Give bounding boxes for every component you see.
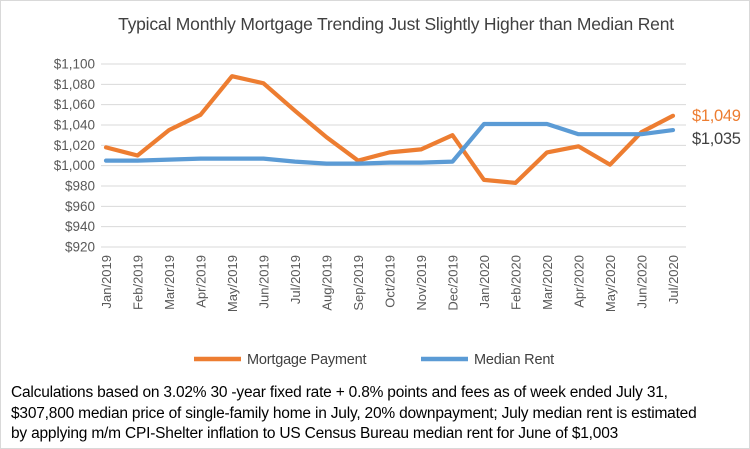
footnote-line-2: $307,800 median price of single-family h… bbox=[11, 404, 697, 422]
footnote-line-1: Calculations based on 3.02% 30 -year fix… bbox=[11, 384, 668, 401]
x-axis-tick-label: Jun/2020 bbox=[635, 255, 650, 309]
x-axis-tick-label: Aug/2019 bbox=[320, 255, 335, 311]
y-axis-tick-label: $1,080 bbox=[54, 77, 95, 92]
footnote: Calculations based on 3.02% 30 -year fix… bbox=[11, 383, 733, 445]
x-axis-tick-label: Apr/2020 bbox=[572, 255, 587, 308]
x-axis-tick-label: May/2020 bbox=[603, 255, 618, 312]
x-axis-tick-label: Sep/2019 bbox=[351, 255, 366, 311]
x-axis-tick-label: Jul/2020 bbox=[666, 255, 681, 304]
x-axis-tick-label: May/2019 bbox=[225, 255, 240, 312]
x-axis-tick-label: Feb/2020 bbox=[509, 255, 524, 310]
legend-label-median-rent: Median Rent bbox=[474, 352, 554, 368]
y-axis-tick-label: $980 bbox=[65, 179, 95, 194]
x-axis-tick-label: Oct/2019 bbox=[383, 255, 398, 308]
x-axis-tick-label: Mar/2020 bbox=[540, 255, 555, 310]
y-axis-tick-label: $1,040 bbox=[54, 118, 95, 133]
x-axis-tick-label: Dec/2019 bbox=[446, 255, 461, 311]
footnote-line-3: by applying m/m CPI-Shelter inflation to… bbox=[11, 425, 619, 442]
y-axis-tick-label: $940 bbox=[65, 219, 95, 234]
median-rent-end-label: $1,035 bbox=[692, 130, 741, 148]
x-axis-tick-label: Apr/2019 bbox=[194, 255, 209, 308]
x-axis-tick-label: Jan/2020 bbox=[477, 255, 492, 309]
x-axis-tick-label: Feb/2019 bbox=[131, 255, 146, 310]
mortgage-vs-rent-line-chart: $1,100 $1,080 $1,060 $1,040 $1,020 $1,000 $980… bbox=[54, 57, 741, 369]
x-axis-tick-label: Jun/2019 bbox=[257, 255, 272, 309]
legend-label-mortgage-payment: Mortgage Payment bbox=[247, 352, 366, 368]
chart-title: Typical Monthly Mortgage Trending Just S… bbox=[118, 14, 674, 34]
mortgage-payment-line bbox=[103, 74, 676, 185]
mortgage-payment-end-label: $1,049 bbox=[692, 107, 741, 125]
median-rent-line bbox=[103, 121, 676, 166]
x-axis-tick-label: Jul/2019 bbox=[288, 255, 303, 304]
x-axis-tick-label: Jan/2019 bbox=[99, 255, 114, 309]
y-axis-tick-label: $1,000 bbox=[54, 158, 95, 173]
x-axis-tick-label: Mar/2019 bbox=[162, 255, 177, 310]
x-axis-tick-label: Nov/2019 bbox=[414, 255, 429, 311]
y-axis-tick-label: $1,060 bbox=[54, 97, 95, 112]
y-axis-tick-label: $920 bbox=[65, 240, 95, 255]
y-axis-tick-label: $1,100 bbox=[54, 57, 95, 72]
y-axis-tick-label: $1,020 bbox=[54, 138, 95, 153]
y-axis-tick-label: $960 bbox=[65, 199, 95, 214]
